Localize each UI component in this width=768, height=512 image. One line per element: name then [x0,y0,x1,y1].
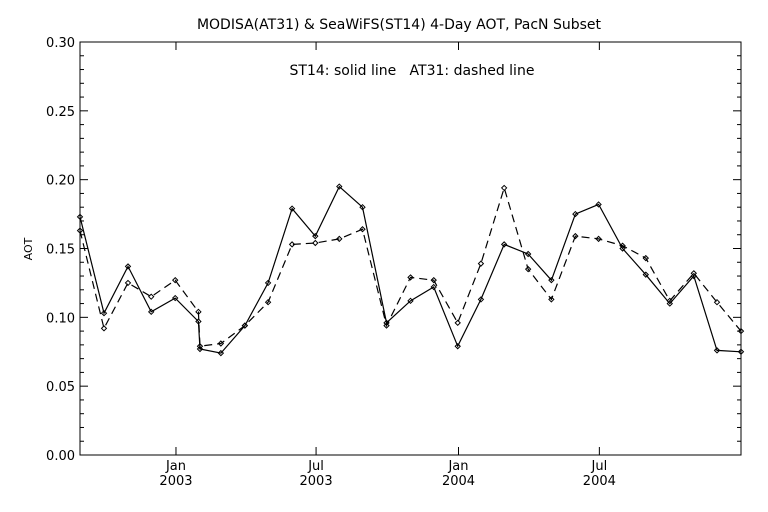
data-point-st14 [336,183,343,190]
x-tick-label-year: 2004 [442,474,475,489]
x-tick-label-month: Jul [591,459,608,474]
data-point-at31 [195,308,202,316]
data-point-st14 [288,205,296,212]
y-tick-label: 0.10 [46,311,75,326]
data-point-at31 [595,235,602,243]
data-point-at31 [572,232,579,240]
data-point-at31 [407,274,414,281]
data-point-at31 [666,297,673,305]
data-point-st14 [430,283,437,291]
plot-frame [79,41,742,456]
data-point-at31 [359,226,366,233]
y-tick-label: 0.25 [46,105,75,120]
data-point-st14 [572,210,579,218]
data-point-st14 [312,232,319,240]
data-point-at31 [217,340,225,347]
x-tick-label-month: Jan [447,459,468,474]
data-point-at31 [642,254,650,262]
data-point-at31 [619,242,626,249]
data-point-st14 [500,241,508,248]
data-point-at31 [100,325,108,332]
data-point-st14 [524,250,532,258]
data-point-at31 [430,276,437,284]
data-point-st14 [195,318,202,325]
data-point-st14 [217,349,225,357]
data-point-at31 [336,235,343,243]
data-point-at31 [713,298,721,306]
x-tick-label-year: 2003 [159,474,192,489]
data-point-st14 [196,345,204,353]
y-tick-label: 0.05 [46,380,75,395]
series-layer [76,183,745,357]
data-point-at31 [171,276,179,284]
data-point-st14 [666,300,673,307]
data-point-st14 [171,294,179,302]
data-point-st14 [76,213,84,221]
data-point-st14 [737,348,745,355]
data-point-at31 [264,298,272,306]
data-point-st14 [619,245,626,252]
data-point-at31 [500,184,508,192]
series-line-st14 [79,185,742,354]
y-tick-label: 0.15 [46,243,75,258]
data-point-st14 [264,279,272,287]
data-point-at31 [288,241,296,248]
series-line-at31 [79,185,742,347]
data-point-st14 [359,203,366,211]
data-point-st14 [407,297,414,305]
data-point-st14 [595,201,602,208]
data-point-at31 [548,296,555,303]
data-point-at31 [454,319,461,327]
chart-title: MODISA(AT31) & SeaWiFS(ST14) 4-Day AOT, … [197,17,602,33]
data-point-st14 [454,343,461,350]
data-point-st14 [642,271,650,278]
data-point-at31 [383,322,390,329]
data-point-at31 [690,270,697,277]
data-point-at31 [196,343,204,350]
data-point-st14 [548,276,555,284]
data-point-st14 [124,263,132,270]
data-point-at31 [524,265,532,273]
data-point-st14 [100,309,108,317]
data-point-at31 [76,227,84,234]
series-legend-note: ST14: solid line AT31: dashed line [290,63,535,79]
data-point-at31 [124,279,132,287]
y-axis-label: AOT [22,237,35,260]
data-point-at31 [312,239,319,247]
data-point-at31 [477,260,485,267]
data-point-at31 [737,327,745,335]
x-tick-label-year: 2003 [300,474,333,489]
x-tick-label-year: 2004 [583,474,616,489]
data-point-st14 [477,296,485,303]
y-tick-label: 0.30 [46,36,75,51]
data-point-st14 [713,347,721,354]
y-tick-label: 0.00 [46,449,75,464]
x-tick-label-month: Jan [165,459,186,474]
y-axis: 0.00 0.05 0.10 0.15 0.20 0.25 0.30 [46,36,741,464]
data-point-at31 [148,293,155,300]
data-point-at31 [241,322,249,329]
y-tick-label: 0.20 [46,174,75,189]
data-point-st14 [148,308,155,316]
x-tick-label-month: Jul [307,459,324,474]
